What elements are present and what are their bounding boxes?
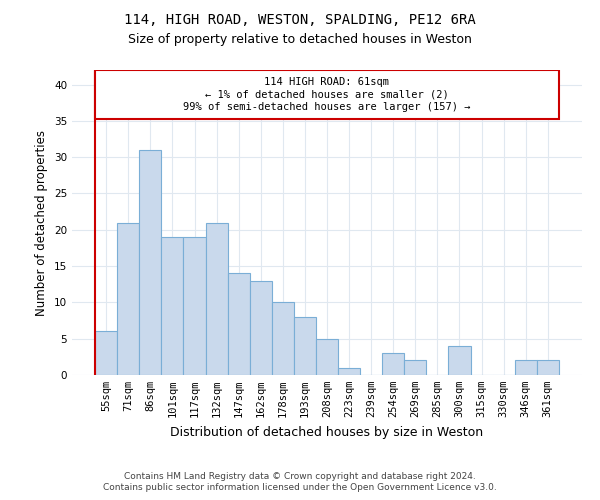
- Y-axis label: Number of detached properties: Number of detached properties: [35, 130, 49, 316]
- Text: Contains public sector information licensed under the Open Government Licence v3: Contains public sector information licen…: [103, 484, 497, 492]
- Text: Contains HM Land Registry data © Crown copyright and database right 2024.: Contains HM Land Registry data © Crown c…: [124, 472, 476, 481]
- Bar: [537, 360, 559, 375]
- Text: Size of property relative to detached houses in Weston: Size of property relative to detached ho…: [128, 32, 472, 46]
- Bar: [206, 222, 227, 375]
- Bar: [448, 346, 470, 375]
- Bar: [95, 332, 117, 375]
- X-axis label: Distribution of detached houses by size in Weston: Distribution of detached houses by size …: [170, 426, 484, 438]
- FancyBboxPatch shape: [95, 70, 559, 119]
- Bar: [161, 237, 184, 375]
- Text: ← 1% of detached houses are smaller (2): ← 1% of detached houses are smaller (2): [205, 90, 449, 100]
- Bar: [294, 317, 316, 375]
- Bar: [117, 222, 139, 375]
- Bar: [404, 360, 427, 375]
- Bar: [382, 353, 404, 375]
- Bar: [227, 274, 250, 375]
- Bar: [338, 368, 360, 375]
- Text: 99% of semi-detached houses are larger (157) →: 99% of semi-detached houses are larger (…: [183, 102, 471, 113]
- Bar: [139, 150, 161, 375]
- Text: 114 HIGH ROAD: 61sqm: 114 HIGH ROAD: 61sqm: [265, 77, 389, 87]
- Bar: [316, 338, 338, 375]
- Bar: [515, 360, 537, 375]
- Text: 114, HIGH ROAD, WESTON, SPALDING, PE12 6RA: 114, HIGH ROAD, WESTON, SPALDING, PE12 6…: [124, 12, 476, 26]
- Bar: [250, 280, 272, 375]
- Bar: [272, 302, 294, 375]
- Bar: [184, 237, 206, 375]
